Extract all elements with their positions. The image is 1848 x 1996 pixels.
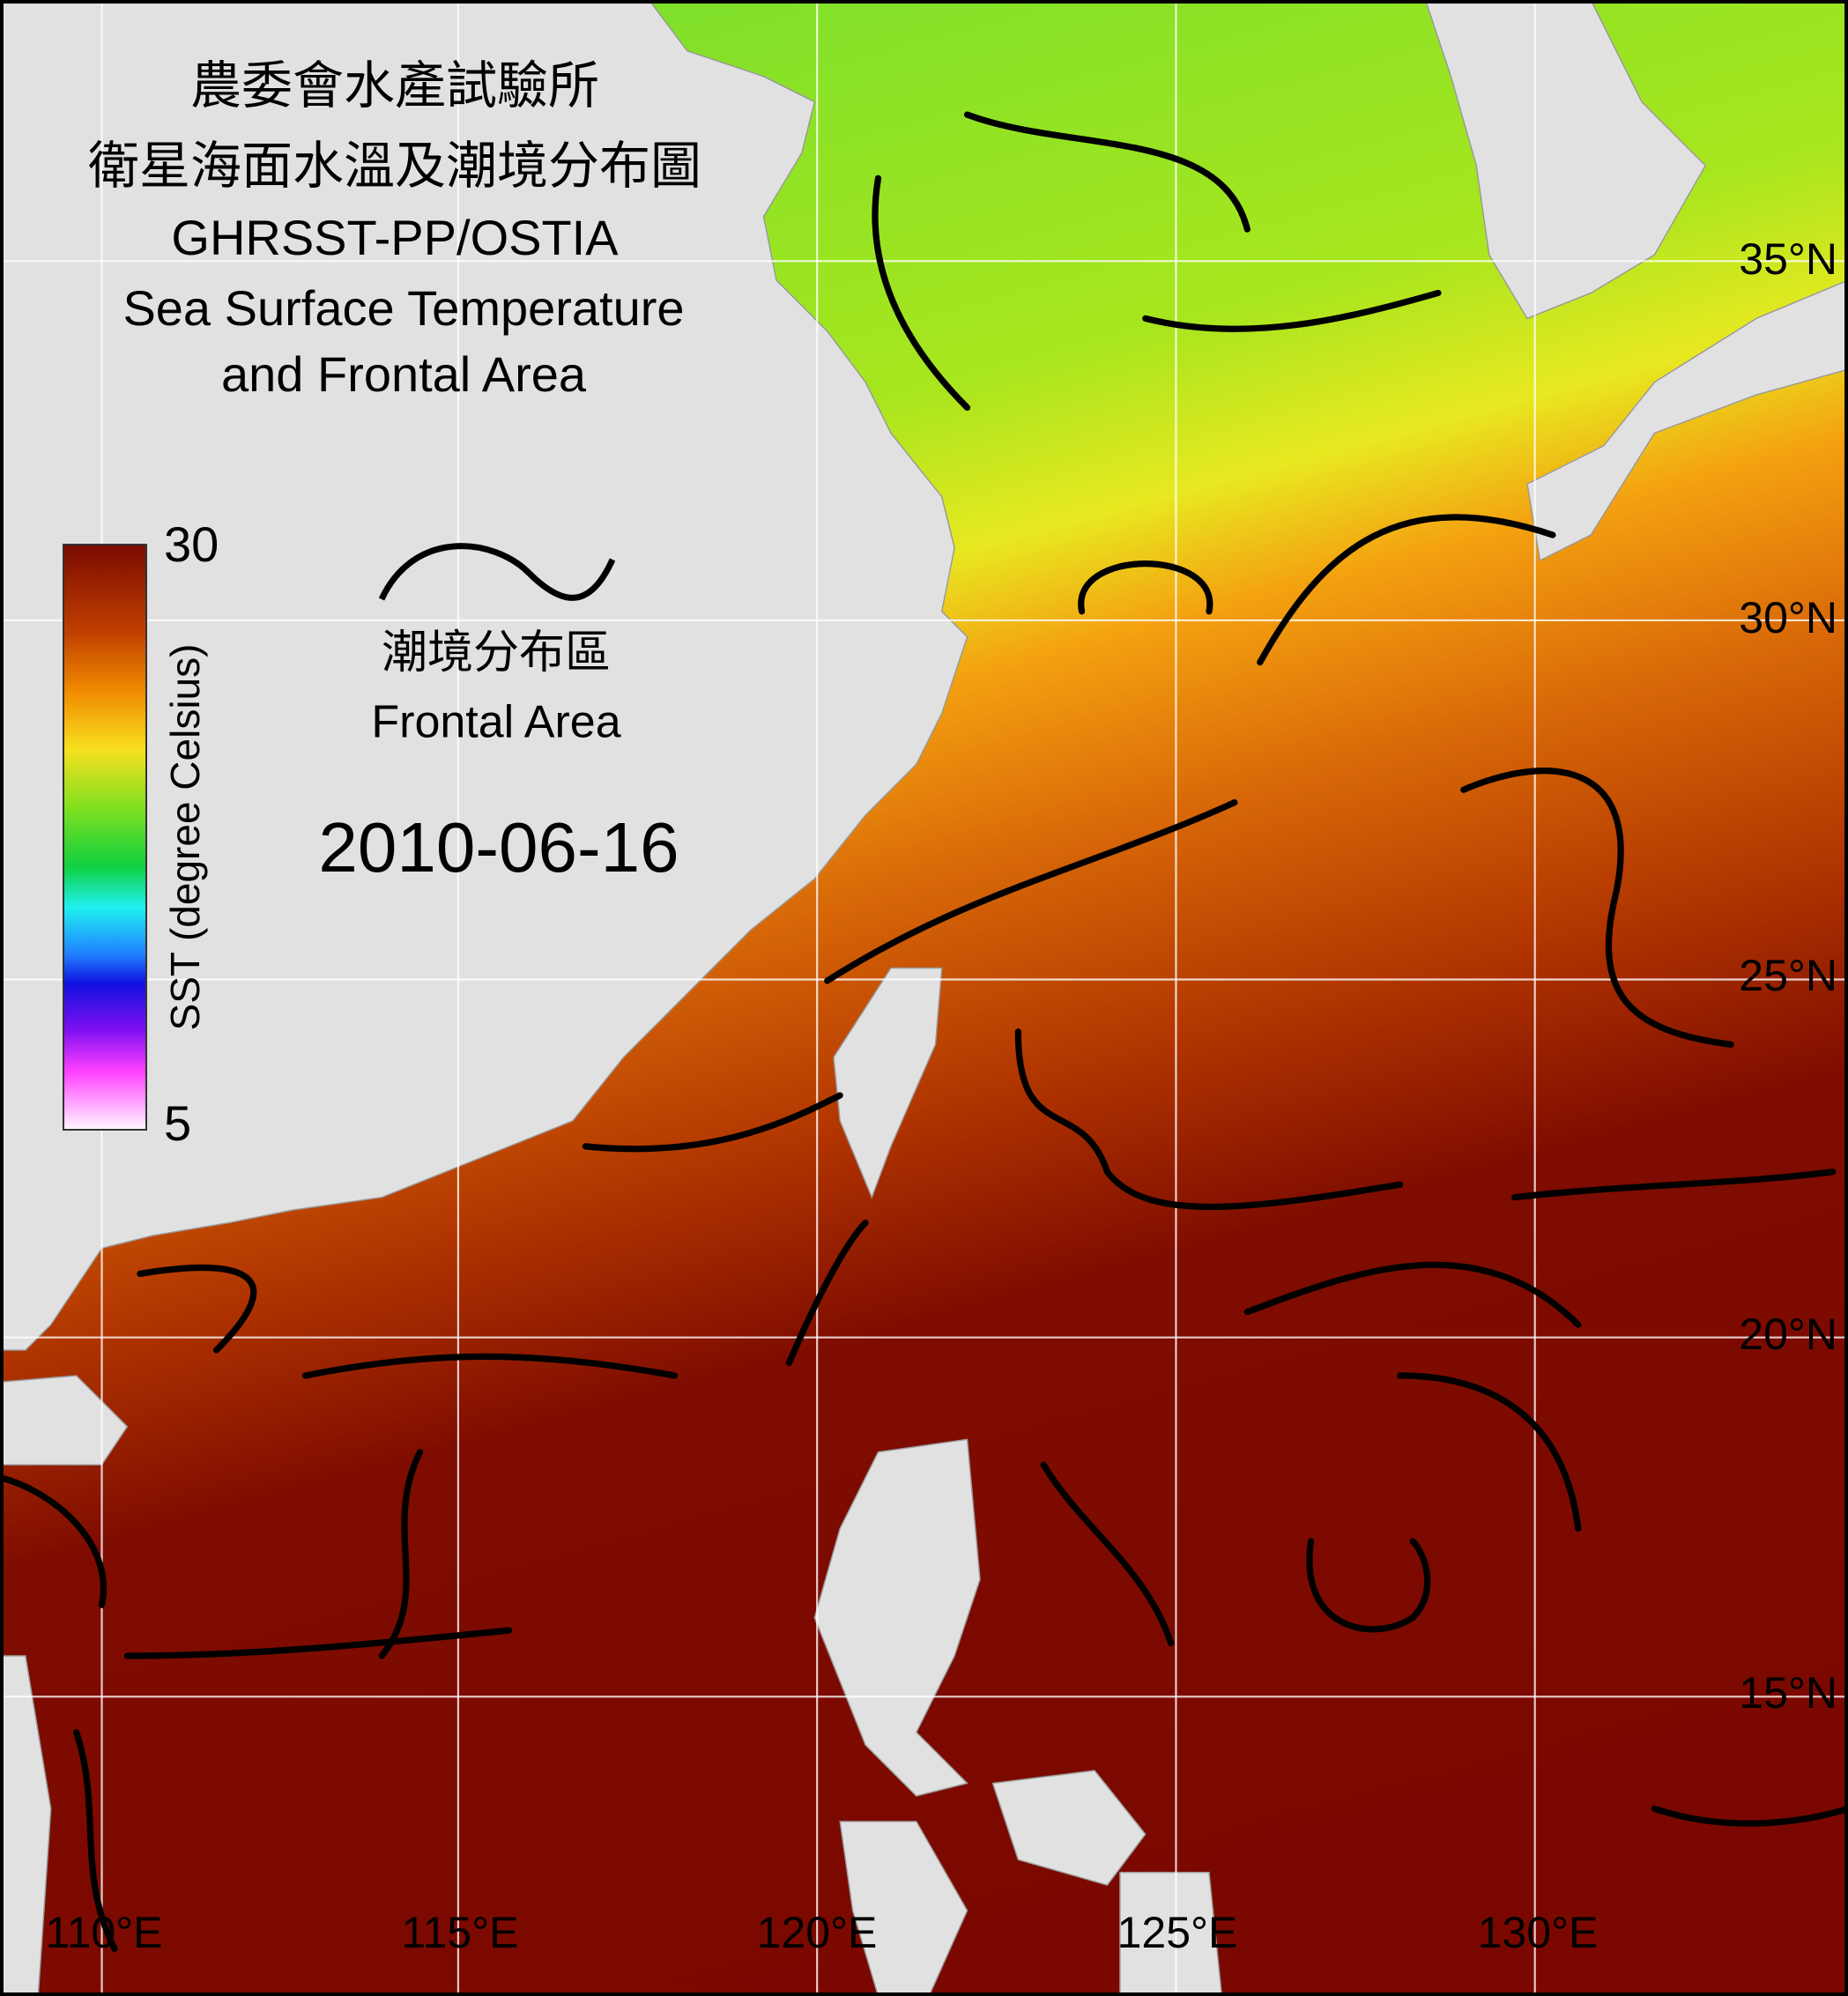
latitude-label: 20°N xyxy=(1739,1310,1837,1359)
frontal-areas xyxy=(0,111,1848,1953)
longitude-label: 125°E xyxy=(1117,1908,1238,1957)
longitude-label: 130°E xyxy=(1478,1908,1599,1957)
date: 2010-06-16 xyxy=(318,808,679,887)
latitude-label: 30°N xyxy=(1739,593,1837,642)
title-line: and Frontal Area xyxy=(221,346,587,402)
latitude-label: 15°N xyxy=(1739,1668,1837,1718)
legend-label: 潮境分布區 xyxy=(382,627,611,679)
latitude-label: 25°N xyxy=(1739,951,1837,1000)
title-line: GHRSST-PP/OSTIA xyxy=(171,210,619,265)
legend-symbol xyxy=(378,543,616,601)
title-line: 衛星海面水溫及潮境分布圖 xyxy=(88,136,701,196)
title-line: 農委會水產試驗所 xyxy=(190,56,599,115)
title-line: Sea Surface Temperature xyxy=(122,280,684,336)
longitude-label: 110°E xyxy=(45,1908,162,1957)
longitude-label: 115°E xyxy=(401,1908,518,1957)
colorbar-max-label: 30 xyxy=(164,516,219,572)
colorbar-axis-label: SST (degree Celsius) xyxy=(162,644,208,1031)
colorbar xyxy=(63,544,147,1131)
legend-label: Frontal Area xyxy=(371,697,620,748)
latitude-label: 35°N xyxy=(1739,234,1837,284)
longitude-label: 120°E xyxy=(757,1908,878,1957)
colorbar-min-label: 5 xyxy=(164,1095,191,1151)
